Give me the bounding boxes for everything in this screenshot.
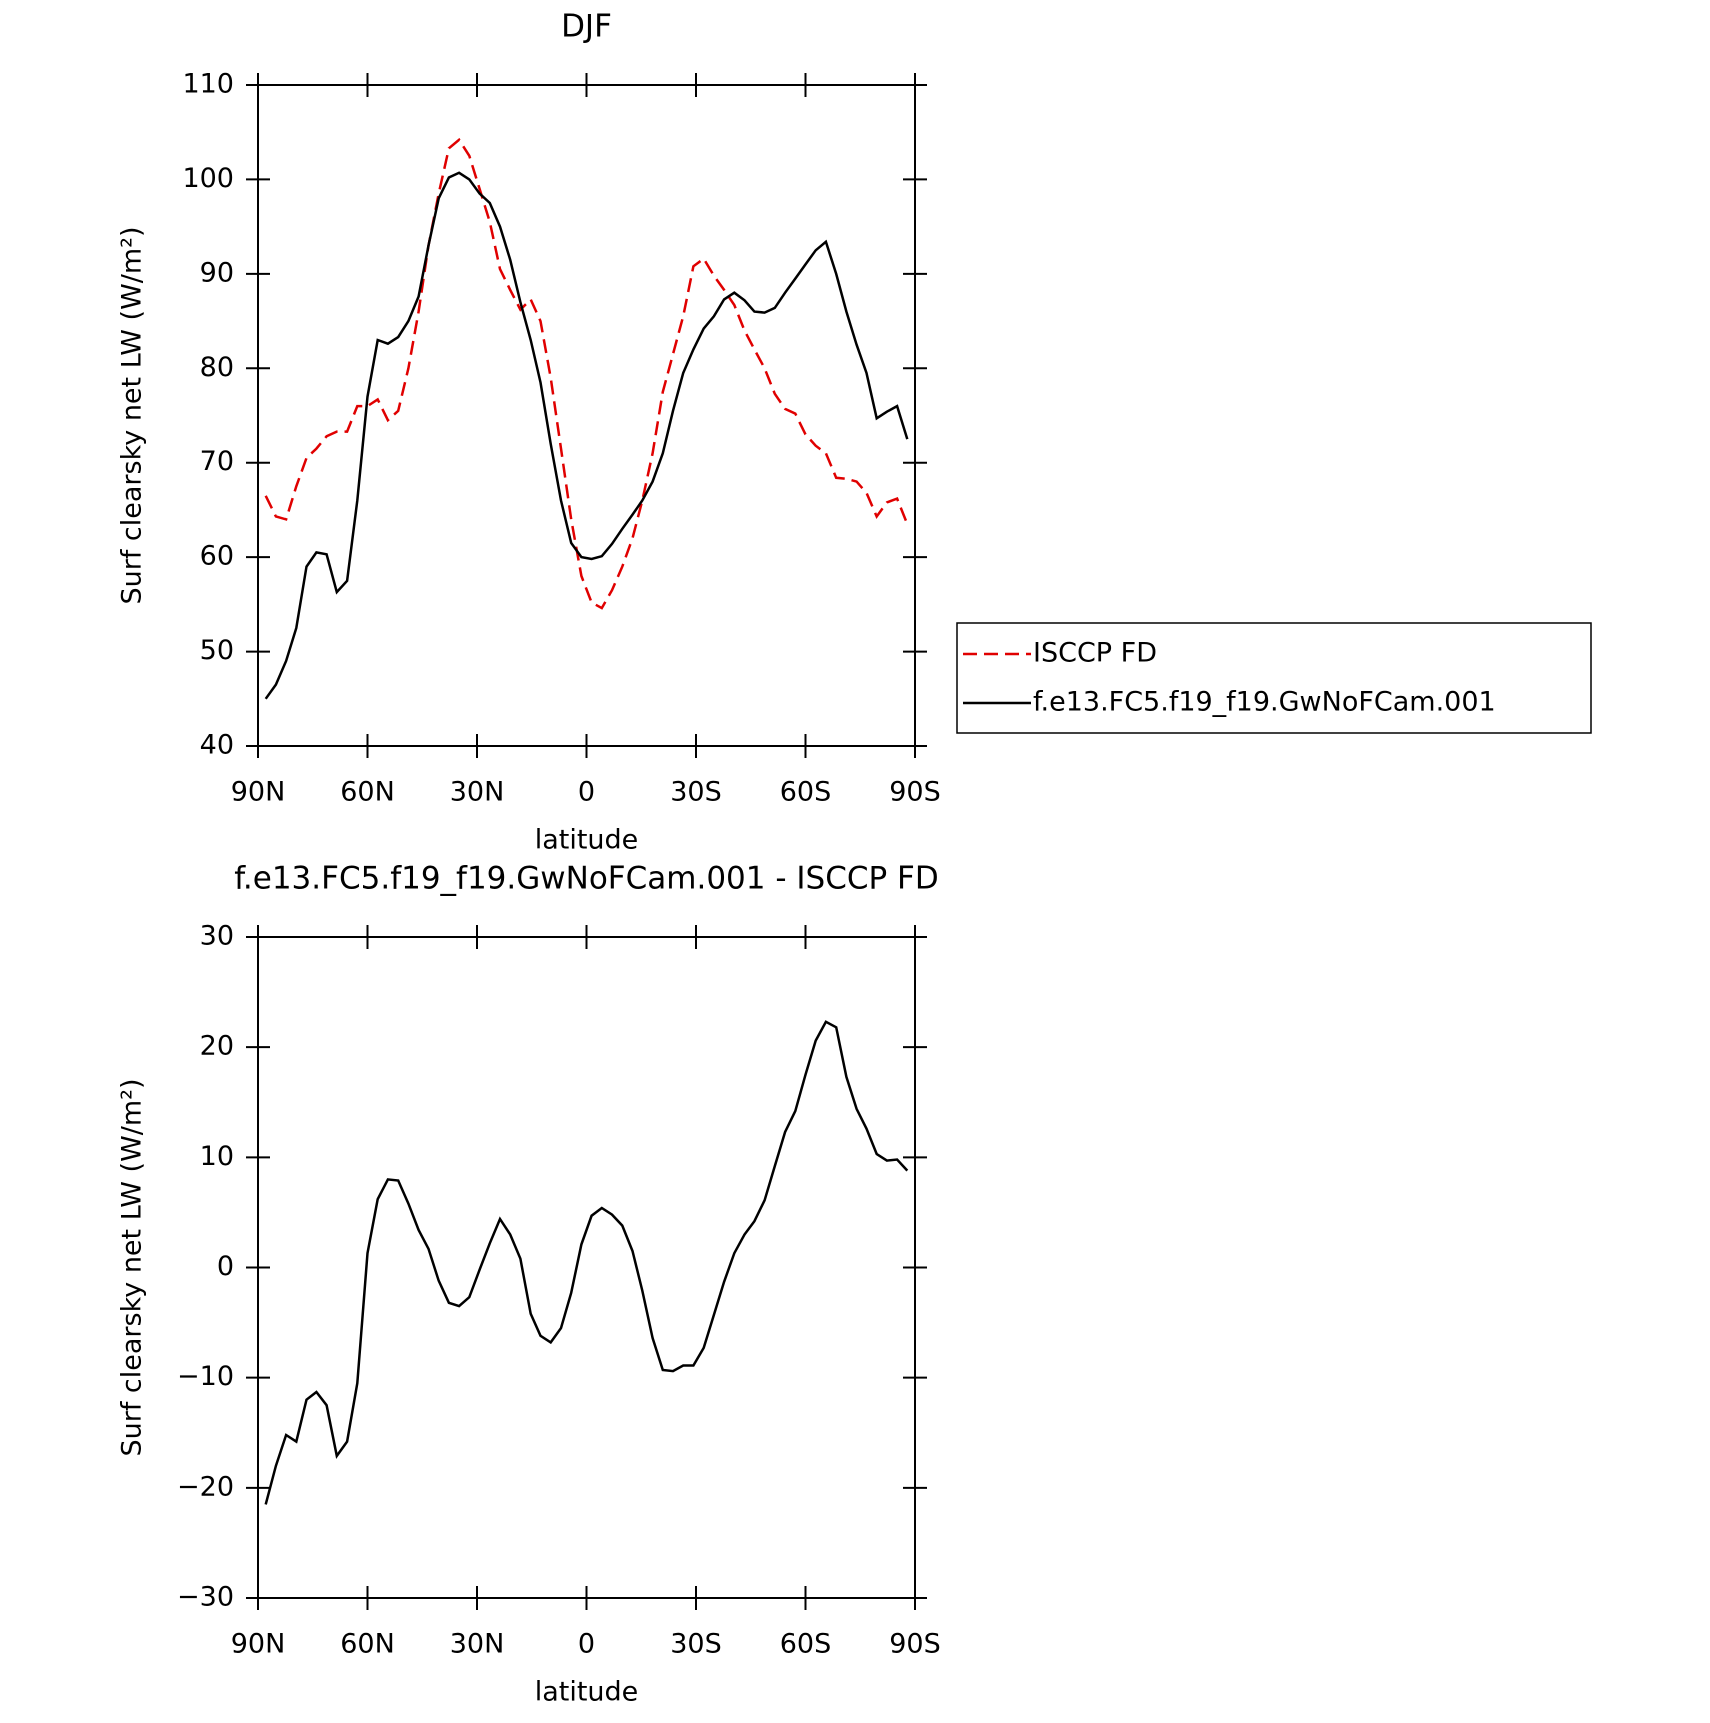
y-tick-label: −30 (177, 1582, 234, 1613)
x-tick-label: 90N (231, 777, 286, 808)
y-tick-label: 20 (200, 1031, 234, 1062)
y-tick-label: −20 (177, 1471, 234, 1502)
x-tick-label: 60S (780, 777, 832, 808)
y-axis-title: Surf clearsky net LW (W/m²) (117, 226, 148, 604)
x-tick-label: 90S (889, 777, 941, 808)
y-axis-title: Surf clearsky net LW (W/m²) (117, 1078, 148, 1456)
plot: f.e13.FC5.f19_f19.GwNoFCam.001 - ISCCP F… (117, 861, 941, 1708)
x-tick-label: 90N (231, 1629, 286, 1660)
y-tick-label: 50 (200, 635, 234, 666)
y-tick-label: 40 (200, 730, 234, 761)
chart-title: DJF (561, 9, 612, 45)
plot-frame (257, 936, 916, 1599)
x-axis-title: latitude (535, 825, 639, 856)
x-tick-label: 0 (578, 777, 595, 808)
y-tick-label: 110 (182, 69, 234, 100)
x-tick-label: 60N (340, 777, 395, 808)
chart-title: f.e13.FC5.f19_f19.GwNoFCam.001 - ISCCP F… (234, 861, 939, 897)
x-tick-label: 30S (670, 1629, 722, 1660)
plot: DJF latitude Surf clearsky net LW (W/m²) 40… (117, 9, 1592, 856)
x-axis-title: latitude (535, 1677, 639, 1708)
y-tick-label: 10 (200, 1141, 234, 1172)
data-line (264, 1020, 909, 1505)
legend-label: f.e13.FC5.f19_f19.GwNoFCam.001 (1033, 687, 1496, 718)
x-tick-label: 30S (670, 777, 722, 808)
y-tick-label: 70 (200, 446, 234, 477)
data-line (264, 137, 909, 610)
data-line (264, 171, 909, 700)
plot-frame (257, 84, 916, 747)
y-tick-label: 100 (182, 163, 234, 194)
x-tick-label: 60S (780, 1629, 832, 1660)
y-tick-label: 90 (200, 257, 234, 288)
x-tick-label: 0 (578, 1629, 595, 1660)
x-tick-label: 30N (450, 777, 505, 808)
legend-box (956, 622, 1592, 734)
y-tick-label: 60 (200, 541, 234, 572)
y-tick-label: 0 (217, 1251, 234, 1282)
legend-label: ISCCP FD (1033, 638, 1157, 669)
x-tick-label: 60N (340, 1629, 395, 1660)
x-tick-label: 90S (889, 1629, 941, 1660)
x-tick-label: 30N (450, 1629, 505, 1660)
y-tick-label: −10 (177, 1361, 234, 1392)
y-tick-label: 30 (200, 921, 234, 952)
y-tick-label: 80 (200, 352, 234, 383)
